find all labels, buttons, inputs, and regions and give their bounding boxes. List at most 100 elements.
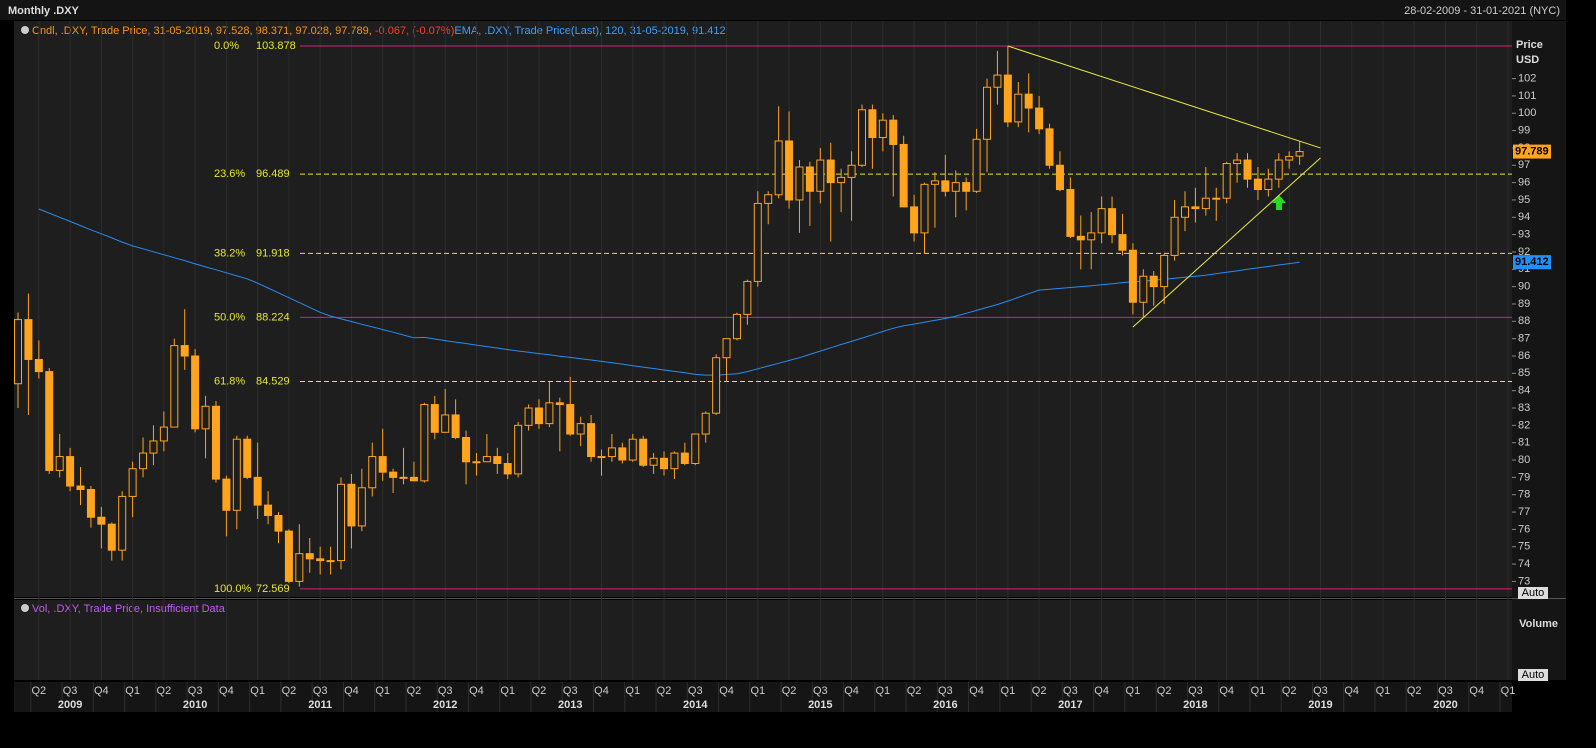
candle-body bbox=[899, 143, 908, 208]
signal-arrow bbox=[1272, 195, 1286, 210]
candle-body bbox=[618, 447, 627, 461]
candle-body bbox=[930, 180, 939, 185]
candle-body bbox=[1233, 159, 1242, 165]
candle-body bbox=[670, 452, 679, 470]
x-tick-label: Q4 bbox=[844, 685, 859, 697]
candle-body bbox=[284, 530, 293, 582]
scale-button-label[interactable]: Auto bbox=[1522, 669, 1545, 681]
candle-body bbox=[420, 404, 429, 482]
price-tag-label: 91.412 bbox=[1515, 256, 1549, 268]
candle-body bbox=[368, 456, 377, 489]
x-tick-label: Q3 bbox=[313, 685, 328, 697]
y-axis-unit: USD bbox=[1516, 54, 1539, 66]
candle-body bbox=[1201, 197, 1210, 210]
y-tick-label: 87 bbox=[1518, 333, 1530, 345]
candle-body bbox=[1003, 74, 1012, 123]
fib-label: 38.2% bbox=[214, 247, 245, 259]
y-tick-label: 97 bbox=[1518, 159, 1530, 171]
candle-body bbox=[910, 206, 919, 234]
y-tick-label: 101 bbox=[1518, 90, 1536, 102]
y-tick-label: 89 bbox=[1518, 298, 1530, 310]
price-tag bbox=[1513, 144, 1551, 159]
x-tick-label: Q4 bbox=[1094, 685, 1109, 697]
y-tick-label: 77 bbox=[1518, 506, 1530, 518]
candle-body bbox=[701, 412, 710, 435]
trendline bbox=[1132, 157, 1321, 328]
candle-body bbox=[1285, 156, 1294, 161]
candle-body bbox=[170, 345, 179, 428]
x-axis-area bbox=[14, 682, 1512, 712]
candle-body bbox=[649, 457, 658, 466]
candle-body bbox=[732, 313, 741, 340]
candle-body bbox=[1222, 163, 1231, 199]
scale-button-label[interactable]: Auto bbox=[1522, 587, 1545, 599]
candle-body bbox=[326, 560, 335, 563]
title-bar bbox=[0, 0, 1566, 20]
trendline bbox=[1007, 45, 1321, 149]
candle-body bbox=[826, 159, 835, 184]
y-tick-label: 86 bbox=[1518, 350, 1530, 362]
y-tick-label: 84 bbox=[1518, 385, 1530, 397]
chart-title: Monthly .DXY bbox=[8, 5, 80, 17]
candle-body bbox=[889, 119, 898, 145]
price-tag bbox=[1513, 255, 1551, 270]
candle-body bbox=[253, 476, 262, 506]
year-label: 2011 bbox=[308, 699, 332, 711]
year-label: 2016 bbox=[933, 699, 957, 711]
candle-body bbox=[722, 338, 731, 359]
candle-body bbox=[972, 138, 981, 192]
year-label: 2012 bbox=[433, 699, 457, 711]
candle-body bbox=[66, 456, 75, 487]
candle-body bbox=[587, 423, 596, 458]
candle-body bbox=[1014, 93, 1023, 123]
x-tick-label: Q4 bbox=[594, 685, 609, 697]
x-tick-label: Q1 bbox=[1501, 685, 1516, 697]
candle-body bbox=[409, 476, 418, 482]
legend-icon bbox=[21, 26, 29, 34]
candle-body bbox=[545, 402, 554, 425]
y-tick-label: 73 bbox=[1518, 575, 1530, 587]
x-tick-label: Q1 bbox=[125, 685, 140, 697]
candle-body bbox=[1128, 249, 1137, 303]
year-label: 2020 bbox=[1433, 699, 1457, 711]
candle-body bbox=[1055, 164, 1064, 191]
x-tick-label: Q3 bbox=[1313, 685, 1328, 697]
candle-body bbox=[1139, 275, 1148, 303]
x-tick-label: Q2 bbox=[1282, 685, 1297, 697]
candle-body bbox=[764, 194, 773, 204]
candle-body bbox=[1024, 93, 1033, 109]
candle-body bbox=[222, 478, 231, 511]
y-tick-label: 82 bbox=[1518, 419, 1530, 431]
x-tick-label: Q2 bbox=[657, 685, 672, 697]
candle-body bbox=[1180, 206, 1189, 218]
x-tick-label: Q2 bbox=[782, 685, 797, 697]
y-tick-label: 93 bbox=[1518, 229, 1530, 241]
candle-body bbox=[441, 414, 450, 433]
candle-body bbox=[753, 202, 762, 282]
x-tick-label: Q3 bbox=[188, 685, 203, 697]
y-tick-label: 102 bbox=[1518, 72, 1536, 84]
x-tick-label: Q3 bbox=[1438, 685, 1453, 697]
scale-button[interactable] bbox=[1518, 587, 1548, 599]
fib-value: 96.489 bbox=[256, 168, 290, 180]
year-label: 2013 bbox=[558, 699, 582, 711]
x-tick-label: Q4 bbox=[219, 685, 234, 697]
candle-body bbox=[1108, 208, 1117, 236]
candle-body bbox=[462, 436, 471, 463]
x-tick-label: Q2 bbox=[532, 685, 547, 697]
candle-body bbox=[14, 319, 22, 385]
x-tick-label: Q3 bbox=[813, 685, 828, 697]
x-tick-label: Q3 bbox=[688, 685, 703, 697]
candle-body bbox=[430, 404, 439, 433]
y-tick-label: 90 bbox=[1518, 281, 1530, 293]
x-tick-label: Q1 bbox=[1376, 685, 1391, 697]
scale-button[interactable] bbox=[1518, 669, 1548, 681]
candle-body bbox=[868, 109, 877, 139]
candle-body bbox=[128, 468, 137, 497]
candle-body bbox=[1035, 107, 1044, 130]
fib-value: 72.569 bbox=[256, 583, 290, 595]
year-label: 2010 bbox=[183, 699, 207, 711]
legend-entry: -0.067, (-0.07%) bbox=[375, 25, 454, 37]
year-label: 2009 bbox=[58, 699, 82, 711]
candle-body bbox=[201, 405, 210, 430]
